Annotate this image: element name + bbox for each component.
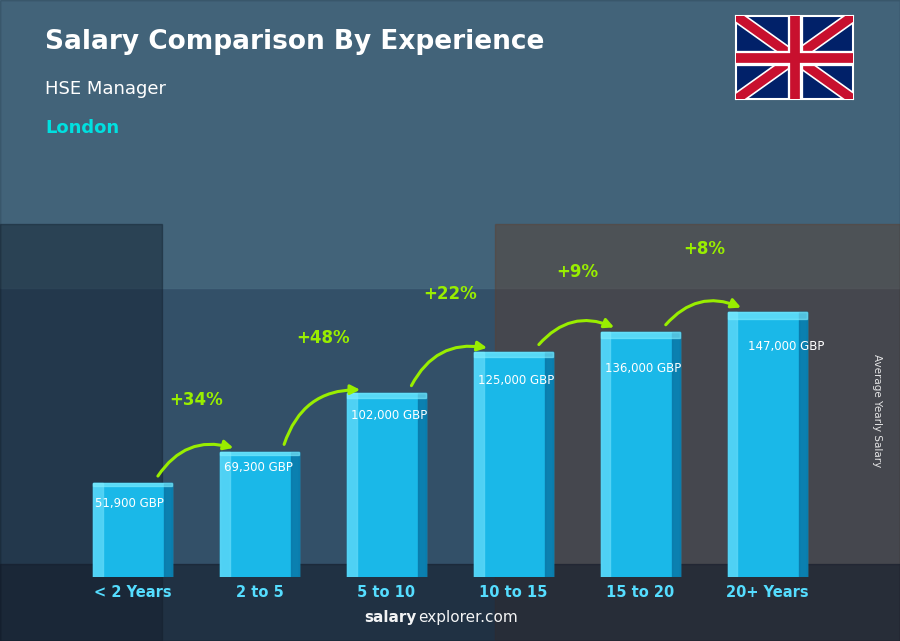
Bar — [474, 352, 553, 357]
Text: salary: salary — [364, 610, 417, 625]
Text: HSE Manager: HSE Manager — [45, 80, 166, 98]
Text: 102,000 GBP: 102,000 GBP — [351, 409, 428, 422]
Text: +8%: +8% — [683, 240, 724, 258]
Bar — [728, 312, 737, 577]
Bar — [291, 452, 299, 577]
Bar — [728, 312, 806, 577]
Bar — [220, 452, 299, 577]
FancyArrowPatch shape — [539, 319, 611, 345]
Bar — [418, 393, 426, 577]
Bar — [601, 332, 680, 577]
Text: 69,300 GBP: 69,300 GBP — [224, 460, 293, 474]
Bar — [798, 312, 806, 577]
Text: +22%: +22% — [423, 285, 477, 303]
Bar — [671, 332, 680, 577]
Bar — [94, 483, 103, 577]
Bar — [0, 564, 900, 641]
Bar — [544, 352, 553, 577]
Text: 147,000 GBP: 147,000 GBP — [748, 340, 824, 353]
FancyArrowPatch shape — [158, 441, 230, 476]
Text: Average Yearly Salary: Average Yearly Salary — [872, 354, 883, 467]
Bar — [601, 332, 680, 338]
Bar — [728, 312, 806, 319]
Text: explorer.com: explorer.com — [418, 610, 518, 625]
Bar — [347, 393, 426, 397]
FancyArrowPatch shape — [666, 299, 738, 325]
Text: +34%: +34% — [169, 391, 223, 409]
Bar — [220, 452, 230, 577]
Text: 51,900 GBP: 51,900 GBP — [94, 497, 164, 510]
Text: +48%: +48% — [296, 329, 350, 347]
Bar — [347, 393, 356, 577]
Bar — [347, 393, 426, 577]
Bar — [94, 483, 172, 577]
Text: 125,000 GBP: 125,000 GBP — [478, 374, 554, 387]
Text: 136,000 GBP: 136,000 GBP — [605, 362, 681, 375]
Bar — [220, 452, 299, 455]
Text: Salary Comparison By Experience: Salary Comparison By Experience — [45, 29, 544, 55]
Bar — [0, 0, 900, 288]
Text: London: London — [45, 119, 119, 137]
Bar — [474, 352, 553, 577]
FancyArrowPatch shape — [411, 342, 483, 386]
Text: +9%: +9% — [556, 263, 598, 281]
Bar — [94, 483, 172, 486]
Bar — [165, 483, 172, 577]
Bar — [601, 332, 610, 577]
FancyArrowPatch shape — [284, 386, 356, 444]
Bar — [495, 224, 900, 641]
Bar — [0, 224, 162, 641]
Bar — [474, 352, 483, 577]
